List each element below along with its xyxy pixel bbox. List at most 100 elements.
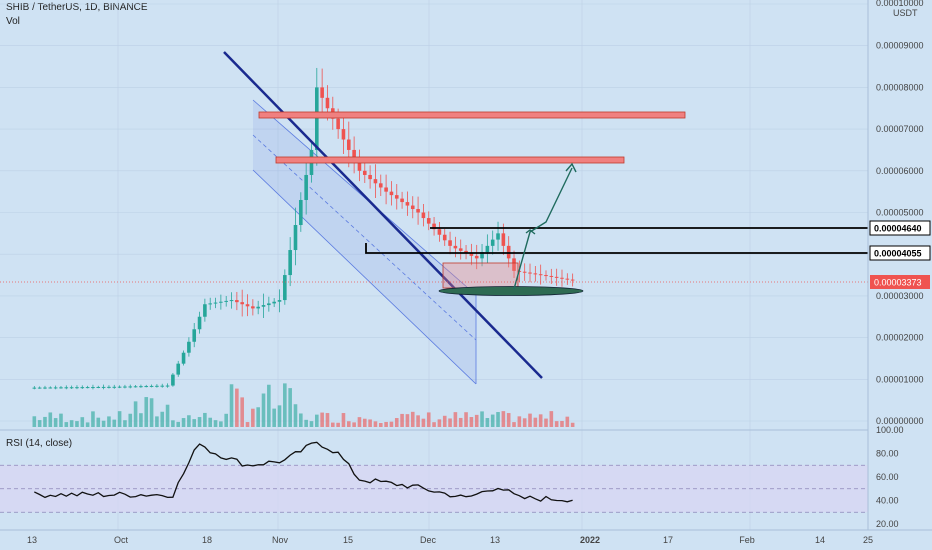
- volume-bar: [528, 413, 532, 427]
- candle-body: [272, 301, 276, 304]
- price-tick-label: 0.00005000: [876, 208, 924, 218]
- candle-body: [299, 199, 303, 226]
- volume-bar: [389, 421, 394, 427]
- volume-bar: [133, 401, 138, 427]
- price-tick-label: 0.00010000: [876, 0, 924, 8]
- volume-bar: [453, 412, 458, 427]
- price-axis: 0.00009000 0.00008000 0.00007000 0.00006000…: [867, 0, 932, 530]
- time-axis: 13 Oct 18 Nov 15 Dec 13 2022 17 Feb 14 25: [0, 529, 932, 545]
- candle-body: [176, 363, 181, 375]
- volume-bar: [277, 405, 282, 427]
- candle-body: [405, 202, 410, 206]
- volume-bar: [410, 411, 415, 427]
- target-arrowhead-1: [525, 229, 536, 235]
- volume-bar: [139, 413, 143, 427]
- channel-fill: [253, 100, 476, 384]
- volume-bar: [235, 388, 239, 427]
- grid: [0, 0, 868, 530]
- volume-bar: [75, 421, 79, 427]
- time-tick-label: 13: [27, 535, 37, 545]
- time-tick-label: 17: [663, 535, 673, 545]
- candle-body: [501, 233, 506, 246]
- time-tick-label: Dec: [420, 535, 437, 545]
- level-price-label: 0.00004055: [874, 249, 922, 259]
- candle-body: [560, 277, 564, 279]
- volume-bar: [208, 417, 213, 427]
- candle-body: [149, 385, 154, 387]
- candle-body: [123, 386, 127, 388]
- volume-bar: [346, 421, 351, 427]
- candle-body: [224, 300, 228, 302]
- candle-body: [528, 272, 532, 274]
- support-ellipse: [438, 286, 584, 296]
- candle-body: [378, 183, 383, 188]
- price-tick-label: 0.00003000: [876, 291, 924, 301]
- candle-body: [416, 209, 420, 213]
- candle-body: [453, 245, 458, 249]
- candle-body: [139, 386, 143, 388]
- time-tick-label: 13: [490, 535, 500, 545]
- volume-bar: [469, 417, 474, 427]
- candle-body: [522, 271, 527, 273]
- candle-body: [320, 87, 324, 98]
- candle-body: [165, 385, 170, 387]
- candle-body: [496, 233, 500, 240]
- volume-bar: [512, 422, 516, 427]
- volume-bar: [37, 420, 42, 427]
- candle-body: [197, 316, 202, 330]
- price-tick-label: 0.00007000: [876, 124, 924, 134]
- time-tick-label: Nov: [272, 535, 289, 545]
- candle-body: [160, 385, 165, 387]
- time-tick-label: 14: [815, 535, 825, 545]
- volume-bar: [64, 422, 69, 427]
- volume-bar: [224, 413, 228, 427]
- current-price-label: 0.00003373: [874, 278, 922, 288]
- volume-bar: [251, 408, 255, 427]
- volume-bar: [554, 421, 559, 427]
- candle-body: [155, 385, 159, 387]
- price-tick-label: 0.00001000: [876, 374, 924, 384]
- rsi-pane: RSI (14, close): [0, 429, 932, 513]
- candle-body: [208, 303, 213, 305]
- time-tick-label: Feb: [739, 535, 755, 545]
- candle-body: [336, 118, 340, 130]
- price-tick-label: 0.00000000: [876, 416, 924, 426]
- volume-bar: [261, 393, 266, 427]
- candle-body: [128, 386, 133, 388]
- volume-bar: [549, 411, 554, 427]
- volume-bar: [336, 422, 340, 427]
- volume-bar: [43, 416, 47, 427]
- channel-lower-line: [252, 169, 477, 385]
- candle-body: [277, 300, 282, 302]
- volume-bar: [117, 411, 122, 427]
- volume-bar: [490, 414, 495, 427]
- candle-body: [144, 386, 149, 388]
- volume-bar: [123, 420, 127, 427]
- candle-body: [43, 387, 47, 389]
- candle-body: [288, 250, 292, 276]
- volume-bar: [522, 418, 527, 427]
- target-path-arrow: [513, 167, 573, 290]
- candle-body: [203, 304, 207, 317]
- candle-body: [480, 252, 484, 259]
- candle-body: [32, 387, 37, 389]
- volume-bar: [245, 422, 250, 427]
- volume-bar: [203, 412, 207, 427]
- volume-bar: [112, 419, 117, 427]
- volume-bar: [331, 422, 335, 427]
- candle-body: [400, 198, 404, 203]
- rsi-tick-label: 60.00: [876, 472, 899, 482]
- candle-body: [101, 386, 106, 388]
- rsi-tick-label: 40.00: [876, 496, 899, 506]
- rsi-tick-label: 20.00: [876, 519, 899, 529]
- volume-bar: [288, 388, 292, 427]
- resistance-zone-upper: [258, 111, 686, 119]
- candle-body: [256, 306, 260, 309]
- volume-bar: [85, 422, 90, 427]
- candle-body: [565, 278, 570, 280]
- price-tick-label: 0.00006000: [876, 166, 924, 176]
- candle-body: [112, 386, 117, 388]
- volume-bar: [149, 398, 154, 427]
- volume-bar: [171, 420, 175, 427]
